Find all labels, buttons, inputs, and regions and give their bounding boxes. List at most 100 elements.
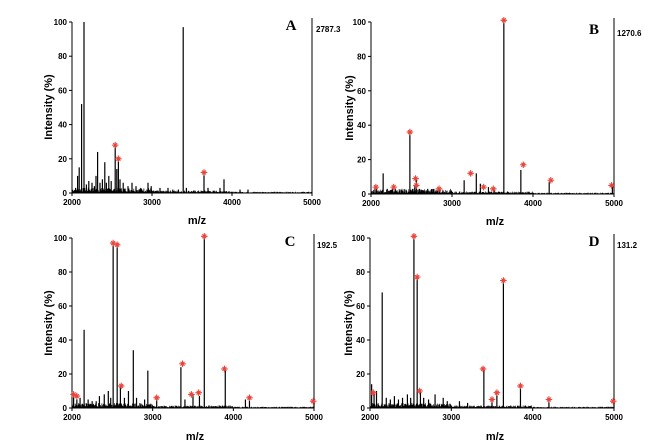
marked-peak-star [73,392,81,400]
y-tick-label: 80 [356,268,365,277]
marked-peak-star [410,233,418,240]
panel-label: B [589,22,599,38]
marked-peak-star [200,233,208,240]
y-tick-label: 100 [352,234,366,243]
x-axis-label: m/z [486,431,505,443]
y-tick-label: 20 [58,370,67,379]
marked-peak-star [111,141,119,149]
marked-peak-star [490,185,497,193]
baseline-noise [72,187,313,193]
marked-peak-star [115,155,122,163]
marked-peak-star [412,175,419,182]
y-tick-label: 60 [58,302,67,311]
y-tick-label: 60 [357,87,366,96]
y-tick-label: 40 [58,336,67,345]
panel-label: A [286,18,297,34]
spectrum-panel-a: 0 20 40 60 80 100 2000 3000 4000 5000 A 2787.3 m/z In… [43,18,341,227]
x-axis-label: m/z [188,215,207,227]
y-axis-label: Intensity (%) [43,290,55,356]
marked-peak-star [200,169,208,176]
y-axis-label: Intensity (%) [43,74,55,140]
y-tick-label: 20 [357,156,366,165]
marked-peak-star [608,182,615,189]
marked-peak-star [372,183,380,191]
x-tick-label: 5000 [605,199,623,208]
y-tick-label: 100 [54,18,68,27]
x-tick-label: 2000 [63,413,81,422]
y-tick-label: 20 [58,155,67,164]
marked-peak-star [309,397,317,405]
panel-label: C [285,234,296,250]
spectrum-panel-c: 0 20 40 60 80 100 2000 3000 4000 5000 C 192.5 m/z Int… [43,233,338,443]
y-tick-label: 80 [357,52,366,61]
marked-peak-star [109,239,117,247]
x-axis-label: m/z [486,216,505,228]
marked-peak-star [390,183,397,191]
marked-peak-star [153,394,160,402]
marked-peak-star [246,394,253,402]
marked-peak-star [117,382,125,390]
marked-peak-star [70,391,77,398]
marked-peak-star [406,128,414,136]
marked-peak-star [500,16,508,24]
y-tick-label: 40 [356,336,365,345]
marked-peak-star [493,389,501,396]
marked-peak-star [480,183,487,191]
y-tick-label: 0 [63,404,68,413]
y-tick-label: 100 [54,234,68,243]
marked-peak-star [416,387,423,395]
spectrum-panel-b: 0 20 40 60 80 100 2000 3000 4000 5000 B 1270.6 m/z In… [344,16,642,228]
marked-peak-star [413,182,420,189]
marked-peak-star [188,391,195,398]
y-tick-label: 40 [58,121,67,130]
x-tick-label: 5000 [605,413,623,422]
max-intensity-label: 131.2 [617,241,638,250]
y-tick-label: 60 [356,302,365,311]
x-tick-label: 4000 [223,198,241,207]
marked-peak-star [369,389,377,396]
y-tick-label: 20 [356,370,365,379]
x-tick-label: 3000 [442,413,460,422]
marked-peak-star [195,389,202,396]
x-tick-label: 2000 [63,198,81,207]
x-tick-label: 5000 [303,198,321,207]
marked-peak-star [467,170,474,177]
y-tick-label: 80 [58,268,67,277]
marked-peak-star [609,397,617,405]
marked-peak-star [435,185,443,193]
x-tick-label: 4000 [524,199,542,208]
y-tick-label: 0 [63,189,68,198]
marked-peak-star [500,277,507,284]
y-tick-label: 0 [362,190,367,199]
marked-peak-star [545,396,553,403]
x-tick-label: 4000 [224,413,242,422]
max-intensity-label: 2787.3 [316,25,341,34]
marked-peak-star [519,161,527,169]
panel-label: D [589,234,600,250]
marked-peak-star [413,273,421,281]
x-tick-label: 2000 [361,413,379,422]
marked-peak-star [488,396,496,403]
marked-peak-star [479,365,487,373]
baseline-noise [370,402,615,408]
x-tick-label: 3000 [144,413,162,422]
marked-peak-star [547,176,555,184]
x-tick-label: 3000 [443,199,461,208]
y-tick-label: 100 [353,18,367,27]
x-tick-label: 3000 [143,198,161,207]
marked-peak-star [113,241,121,249]
spectrum-panel-d: 0 20 40 60 80 100 2000 3000 4000 5000 D 131.2 m/z Int… [343,233,638,443]
x-tick-label: 5000 [305,413,323,422]
y-axis-label: Intensity (%) [344,75,356,141]
marked-peak-star [517,382,524,390]
x-tick-label: 2000 [362,199,380,208]
marked-peak-star [179,360,186,368]
x-axis-label: m/z [186,431,205,443]
y-tick-label: 40 [357,121,366,130]
y-axis-label: Intensity (%) [343,290,355,356]
x-tick-label: 4000 [524,413,542,422]
marked-peak-star [221,365,228,373]
max-intensity-label: 1270.6 [617,29,642,38]
max-intensity-label: 192.5 [317,241,338,250]
